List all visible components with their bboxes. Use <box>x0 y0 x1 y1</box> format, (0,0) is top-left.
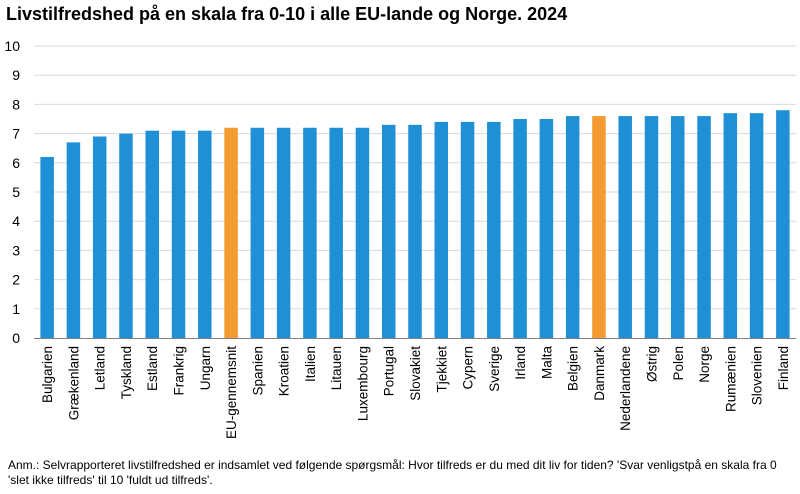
bar-spanien <box>250 127 265 338</box>
x-tick-label: Belgien <box>566 346 581 391</box>
x-tick-label: Rumænien <box>723 346 738 412</box>
bar-bulgarien <box>40 156 54 338</box>
x-tick-label: Litauen <box>329 346 344 390</box>
bar-grækenland <box>66 142 81 338</box>
x-tick-label: Kroatien <box>277 346 292 396</box>
bar-frankrig <box>171 130 186 338</box>
bars <box>40 110 790 339</box>
x-tick-label: Tyskland <box>119 346 134 399</box>
y-tick-label: 6 <box>12 155 20 171</box>
x-tick-label: Irland <box>513 346 528 380</box>
x-tick-label: Tjekkiet <box>434 346 449 393</box>
bar-litauen <box>329 127 343 338</box>
bar-chart-plot: 0 1 2 3 4 5 6 7 8 9 10 Bulgarien Grækenland Letland T… <box>4 38 796 440</box>
x-tick-label: Estland <box>145 346 160 391</box>
x-tick-label: Grækenland <box>66 346 81 420</box>
bar-tjekkiet <box>434 121 449 338</box>
x-tick-label: Danmark <box>592 346 607 401</box>
x-tick-label: EU-gennemsnit <box>224 346 239 439</box>
x-tick-label: Norge <box>697 346 712 383</box>
bar-slovenien <box>749 113 764 338</box>
y-tick-label: 9 <box>12 67 20 83</box>
x-tick-label: Malta <box>539 346 554 380</box>
x-tick-label: Letland <box>93 346 108 390</box>
bar-slovakiet <box>408 124 422 338</box>
x-axis-category-labels: Bulgarien Grækenland Letland Tyskland Estlan… <box>40 346 791 440</box>
x-tick-label: Polen <box>671 346 686 381</box>
bar-østrig <box>644 116 659 338</box>
bar-rumænien <box>723 113 738 338</box>
bar-estland <box>145 130 159 338</box>
bar-kroatien <box>276 127 291 338</box>
bar-tyskland <box>119 133 133 338</box>
bar-eu-gennemsnit <box>224 127 238 338</box>
y-tick-label: 4 <box>12 213 20 229</box>
y-tick-label: 8 <box>12 96 20 112</box>
y-tick-label: 0 <box>12 330 20 346</box>
x-tick-label: Slovenien <box>750 346 765 405</box>
bar-nederlandene <box>618 116 632 338</box>
y-tick-label: 5 <box>12 184 20 200</box>
footnote: Anm.: Selvrapporteret livstilfredshed er… <box>8 458 777 487</box>
x-tick-label: Luxembourg <box>355 346 370 421</box>
bar-ungarn <box>198 130 212 338</box>
y-tick-label: 10 <box>4 38 20 54</box>
bar-belgien <box>565 116 580 338</box>
x-tick-label: Spanien <box>250 346 265 396</box>
bar-luxembourg <box>355 127 370 338</box>
x-tick-label: Sverige <box>487 346 502 392</box>
bar-polen <box>671 116 685 338</box>
y-tick-label: 3 <box>12 242 20 258</box>
bar-portugal <box>381 124 396 338</box>
y-tick-label: 2 <box>12 272 20 288</box>
x-tick-label: Slovakiet <box>408 346 423 401</box>
bar-italien <box>303 127 317 338</box>
bar-norge <box>697 116 711 338</box>
y-tick-label: 7 <box>12 126 20 142</box>
x-tick-label: Italien <box>303 346 318 382</box>
x-tick-label: Nederlandene <box>618 346 633 431</box>
bar-danmark <box>592 116 606 338</box>
x-tick-label: Bulgarien <box>40 346 55 403</box>
bar-sverige <box>487 121 501 338</box>
bar-irland <box>513 119 527 338</box>
x-tick-label: Ungarn <box>198 346 213 390</box>
bar-cypern <box>460 121 475 338</box>
bar-finland <box>776 110 790 339</box>
chart-title: Livstilfredshed på en skala fra 0-10 i a… <box>6 4 568 24</box>
x-tick-label: Portugal <box>382 346 397 396</box>
y-axis-tick-labels: 0 1 2 3 4 5 6 7 8 9 10 <box>4 38 20 346</box>
x-tick-label: Cypern <box>461 346 476 390</box>
y-tick-label: 1 <box>12 301 20 317</box>
x-tick-label: Østrig <box>644 346 659 382</box>
x-tick-label: Frankrig <box>172 346 187 396</box>
bar-malta <box>539 119 554 338</box>
bar-letland <box>92 136 107 338</box>
x-tick-label: Finland <box>776 346 791 390</box>
